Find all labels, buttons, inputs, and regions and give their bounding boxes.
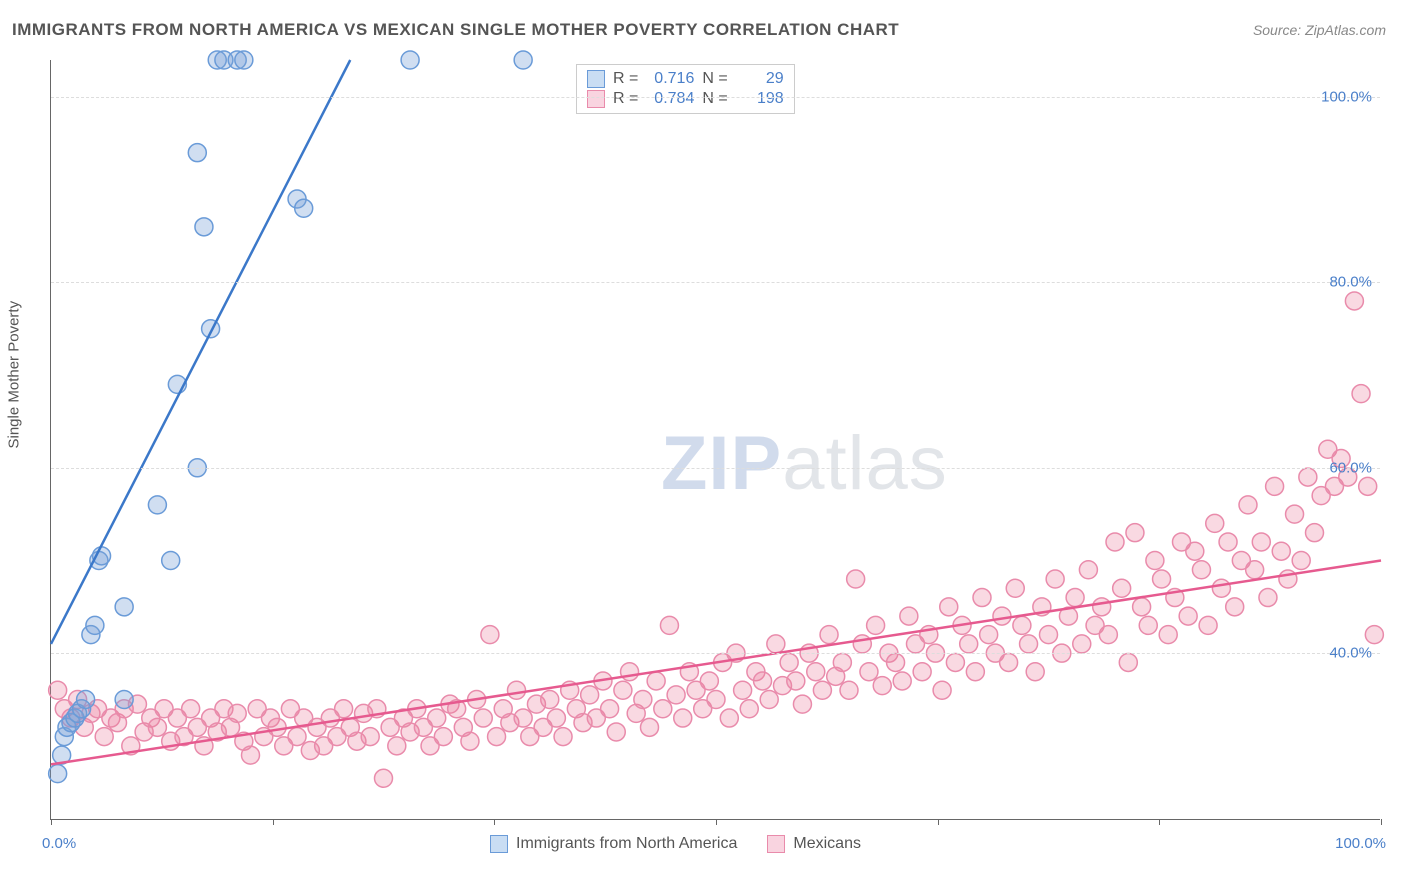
x-tick	[938, 819, 939, 825]
r-value-blue: 0.716	[646, 70, 694, 88]
x-tick	[273, 819, 274, 825]
legend-label-blue: Immigrants from North America	[516, 835, 737, 853]
legend-swatch-blue	[490, 835, 508, 853]
source-attribution: Source: ZipAtlas.com	[1253, 22, 1386, 38]
x-tick	[1159, 819, 1160, 825]
legend-item-blue: Immigrants from North America	[490, 835, 737, 853]
legend-label-pink: Mexicans	[793, 835, 861, 853]
n-label: N =	[702, 90, 727, 108]
y-tick-label: 100.0%	[1321, 89, 1372, 106]
legend-item-pink: Mexicans	[767, 835, 861, 853]
x-tick	[1381, 819, 1382, 825]
x-tick	[494, 819, 495, 825]
n-value-pink: 198	[736, 90, 784, 108]
x-axis-max-label: 100.0%	[1335, 835, 1386, 852]
y-tick-label: 60.0%	[1329, 459, 1372, 476]
x-tick	[51, 819, 52, 825]
legend-swatch-pink	[767, 835, 785, 853]
r-value-pink: 0.784	[646, 90, 694, 108]
y-axis-label: Single Mother Poverty	[6, 301, 23, 449]
gridline	[51, 97, 1380, 98]
n-value-blue: 29	[736, 70, 784, 88]
stats-row-blue: R = 0.716 N = 29	[587, 69, 784, 89]
gridline	[51, 468, 1380, 469]
x-tick	[716, 819, 717, 825]
y-tick-label: 80.0%	[1329, 274, 1372, 291]
chart-plot-area: R = 0.716 N = 29 R = 0.784 N = 198 ZIPat…	[50, 60, 1380, 820]
n-label: N =	[702, 70, 727, 88]
x-axis-min-label: 0.0%	[42, 835, 76, 852]
source-value: ZipAtlas.com	[1305, 22, 1386, 38]
stats-row-pink: R = 0.784 N = 198	[587, 89, 784, 109]
r-label: R =	[613, 90, 638, 108]
correlation-stats-legend: R = 0.716 N = 29 R = 0.784 N = 198	[576, 64, 795, 114]
swatch-pink	[587, 90, 605, 108]
y-tick-label: 40.0%	[1329, 645, 1372, 662]
series-legend: Immigrants from North America Mexicans	[490, 835, 861, 853]
r-label: R =	[613, 70, 638, 88]
scatter-plot-svg	[51, 60, 1380, 819]
swatch-blue	[587, 70, 605, 88]
gridline	[51, 282, 1380, 283]
chart-title: IMMIGRANTS FROM NORTH AMERICA VS MEXICAN…	[12, 20, 899, 40]
gridline	[51, 653, 1380, 654]
source-label: Source:	[1253, 22, 1305, 38]
